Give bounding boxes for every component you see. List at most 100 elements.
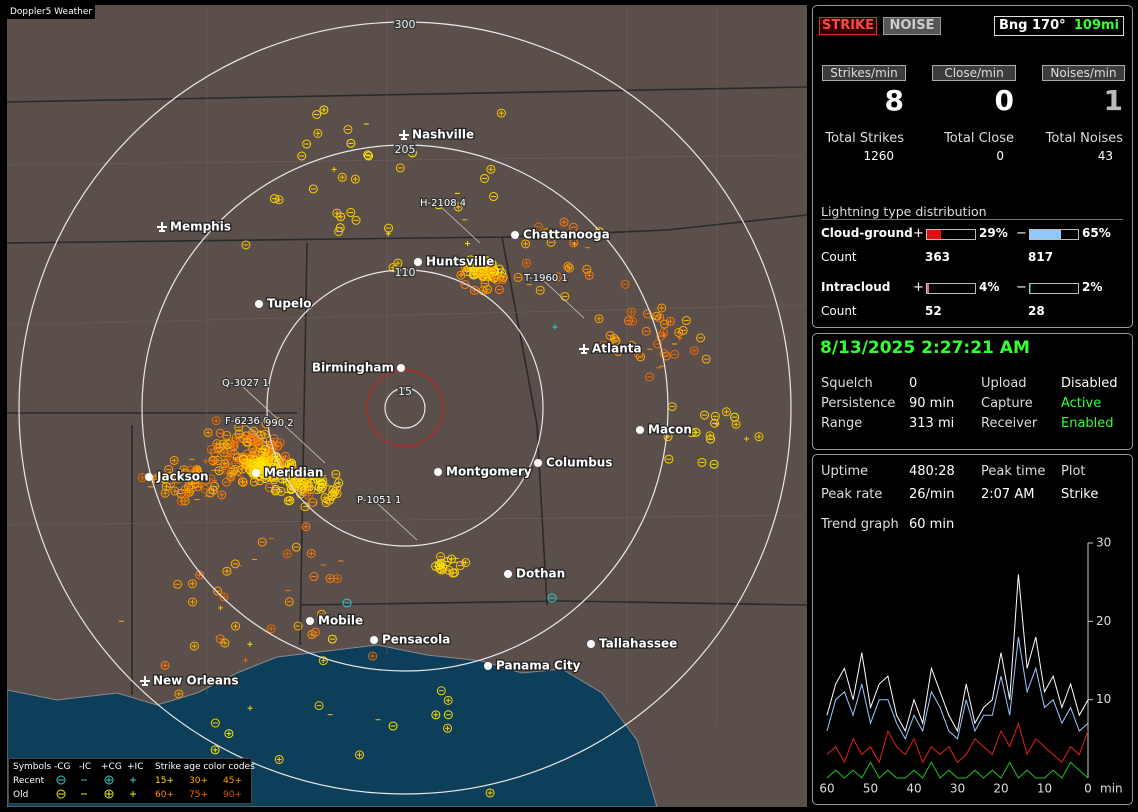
strike-ring [301,522,311,532]
strike-symbol [644,372,654,382]
strike-ring [239,478,249,488]
city-label: Macon [648,423,692,437]
strike-symbol [594,314,604,324]
strike-symbol [230,437,240,447]
strike-ring [261,419,271,429]
strike-symbol [626,307,636,317]
strike-symbol [674,327,684,337]
strike-symbol [494,285,504,295]
strike-ring [240,453,250,463]
strike-ring [664,454,674,464]
strike-symbol [388,263,398,273]
legend-type: -CG [54,762,71,772]
strike-ring [681,316,691,326]
strike-symbol [173,579,183,589]
noise-button[interactable]: NOISE [883,17,941,35]
strike-symbol [395,163,405,173]
strike-symbol [165,479,175,489]
strike-symbol [310,627,320,637]
strike-symbol [731,419,741,429]
strike-ring [291,542,301,552]
strike-symbol [635,352,645,362]
strike-symbol [269,194,279,204]
strike-ring [534,222,544,232]
strike-symbol [319,105,329,115]
strike-symbol [261,453,271,463]
strike-symbol [660,319,670,329]
strike-symbol [664,454,674,464]
strike-symbol [320,493,330,503]
strike-ring [255,457,265,467]
strike-symbol [215,428,225,438]
strike-ring [249,477,259,487]
strike-ring [594,227,604,237]
city-label: Panama City [496,659,581,673]
strike-symbol [697,457,707,467]
strike-symbol [465,241,471,247]
legend-age: 45+ [223,776,242,786]
range-label: 110 [395,266,416,279]
pct-label: 4% [979,280,1000,294]
strike-symbol [652,311,662,321]
strike-symbol [206,474,216,484]
legend-age: 75+ [189,790,208,800]
strike-ring [174,689,184,699]
strike-symbol [670,349,680,359]
pct-label: 2% [1082,280,1103,294]
strike-symbol [213,443,223,453]
strike-ring [633,349,643,359]
y-tick-label: 30 [1096,536,1111,550]
strike-ring [334,478,344,488]
strike-ring [284,597,294,607]
strike-symbol [169,455,179,465]
legend-age: 60+ [155,790,174,800]
strike-ring [635,352,645,362]
strike-ring [183,487,193,497]
strike-ring [644,372,654,382]
city-label: Atlanta [592,342,642,356]
strike-ring [190,478,200,488]
strike-symbol [354,750,364,760]
type-name: Cloud-ground [821,226,913,240]
strike-symbol [710,411,720,421]
strike-ring [173,474,183,484]
strike-ring [477,268,487,278]
strike-symbol [431,710,441,720]
strike-symbol [189,641,199,651]
strike-button[interactable]: STRIKE [819,17,877,35]
strike-ring [320,493,330,503]
strike-symbol [364,151,374,161]
strike-ring [318,656,328,666]
strike-symbol [274,195,284,205]
city-label: Birmingham [312,361,394,375]
value[interactable]: Strike [1061,487,1099,502]
strike-ring [241,240,251,250]
strike-ring [285,495,295,505]
strike-symbol [234,422,244,432]
strike-symbol [284,459,294,469]
strike-ring [620,279,630,289]
strike-symbol [231,621,241,631]
strike-symbol [321,498,331,508]
strike-ring [443,723,453,733]
strike-symbol [584,270,594,280]
strike-symbol [314,701,324,711]
strike-ring [489,192,499,202]
strike-symbol [332,208,342,218]
strike-ring [393,258,403,268]
strike-symbol [257,537,267,547]
strike-ring [670,349,680,359]
strike-symbol [327,491,337,501]
strike-ring [276,486,286,496]
storm-label: H-2108 4 [420,198,466,209]
strike-symbol [223,450,233,460]
strike-symbol [443,723,453,733]
strike-symbol [393,258,403,268]
storm-leader [376,502,418,541]
strike-symbol [282,549,292,559]
strike-symbol [210,745,220,755]
brand-label: Doppler5 Weather [7,5,96,19]
strike-symbol [655,313,665,323]
city-label: Columbus [546,456,613,470]
strike-symbol [521,258,531,268]
